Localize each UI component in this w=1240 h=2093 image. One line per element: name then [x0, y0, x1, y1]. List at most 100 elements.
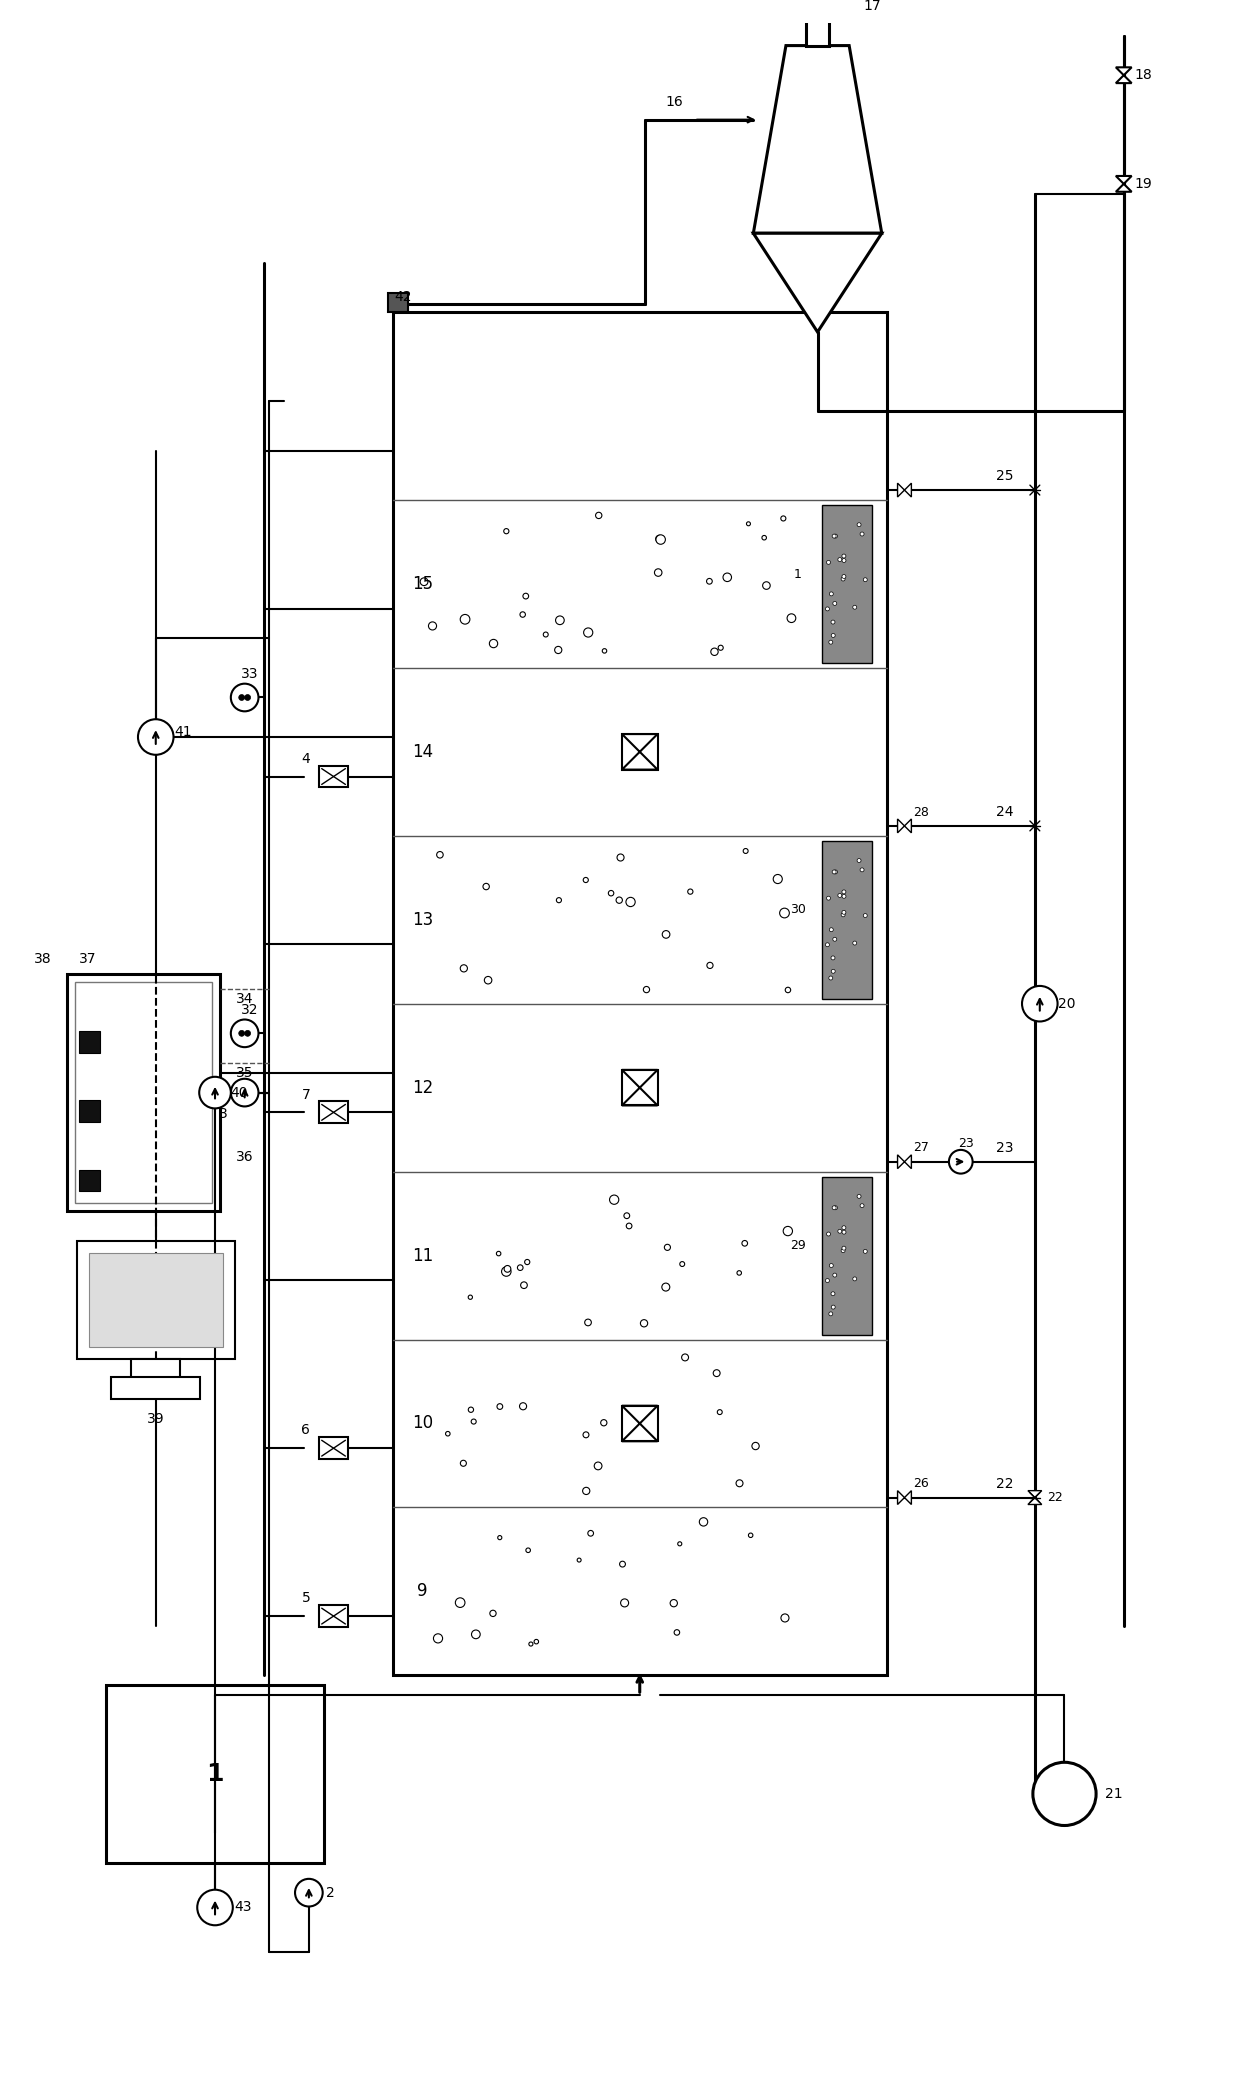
Polygon shape: [1028, 1499, 1042, 1505]
Bar: [822, 841, 872, 998]
Polygon shape: [1116, 67, 1132, 75]
Circle shape: [680, 1262, 684, 1266]
Circle shape: [857, 858, 861, 862]
Circle shape: [828, 640, 833, 645]
Bar: [88, 1252, 223, 1348]
Polygon shape: [904, 483, 911, 496]
Circle shape: [583, 1432, 589, 1438]
Text: 34: 34: [236, 992, 253, 1007]
Circle shape: [737, 1480, 743, 1486]
Text: 7: 7: [301, 1088, 310, 1101]
Bar: [319, 766, 348, 787]
Circle shape: [742, 1241, 748, 1245]
Polygon shape: [1116, 176, 1132, 184]
Circle shape: [841, 913, 846, 917]
Circle shape: [842, 1226, 846, 1231]
Circle shape: [861, 869, 864, 873]
Circle shape: [861, 1203, 864, 1208]
Bar: [78, 1170, 100, 1191]
Circle shape: [707, 578, 712, 584]
Circle shape: [838, 557, 842, 561]
Circle shape: [781, 1614, 789, 1622]
Bar: [388, 293, 408, 312]
Text: 20: 20: [1058, 996, 1075, 1011]
Bar: [806, 0, 830, 46]
Circle shape: [675, 1630, 680, 1635]
Text: 41: 41: [175, 724, 192, 739]
Circle shape: [751, 1442, 759, 1450]
Circle shape: [831, 969, 836, 973]
Circle shape: [585, 1319, 591, 1325]
Circle shape: [841, 1250, 846, 1252]
Circle shape: [662, 931, 670, 938]
Circle shape: [610, 1195, 619, 1203]
Circle shape: [239, 1030, 244, 1036]
Bar: [78, 1032, 100, 1053]
Text: 5: 5: [301, 1591, 310, 1605]
Circle shape: [737, 1270, 742, 1275]
Polygon shape: [898, 483, 904, 496]
Circle shape: [577, 1557, 582, 1561]
Text: 18: 18: [1135, 69, 1152, 82]
Circle shape: [842, 890, 846, 894]
Circle shape: [525, 1260, 529, 1264]
Circle shape: [501, 1266, 511, 1277]
Circle shape: [496, 1252, 501, 1256]
Circle shape: [833, 871, 837, 875]
Circle shape: [520, 611, 526, 617]
Polygon shape: [754, 46, 882, 232]
Circle shape: [471, 1630, 480, 1639]
Text: 13: 13: [412, 910, 433, 929]
Circle shape: [490, 1610, 496, 1616]
Circle shape: [827, 896, 831, 900]
Circle shape: [655, 569, 662, 576]
Text: 25: 25: [997, 469, 1014, 483]
Circle shape: [842, 1245, 846, 1250]
Text: 21: 21: [1105, 1787, 1122, 1800]
Circle shape: [618, 854, 624, 860]
Circle shape: [832, 1206, 836, 1210]
Circle shape: [1033, 1762, 1096, 1825]
Circle shape: [830, 927, 833, 931]
Circle shape: [485, 977, 492, 984]
Circle shape: [584, 628, 593, 636]
Circle shape: [521, 1281, 527, 1289]
Polygon shape: [898, 818, 904, 833]
Bar: [822, 1176, 872, 1335]
Circle shape: [469, 1406, 474, 1413]
Polygon shape: [622, 735, 657, 770]
Circle shape: [503, 530, 508, 534]
Circle shape: [534, 1639, 538, 1643]
Circle shape: [583, 1488, 590, 1494]
Circle shape: [436, 852, 443, 858]
Circle shape: [746, 521, 750, 525]
Text: 36: 36: [236, 1149, 253, 1164]
Text: 2: 2: [326, 1886, 335, 1900]
Circle shape: [460, 965, 467, 971]
Text: 16: 16: [666, 94, 683, 109]
Circle shape: [490, 638, 497, 647]
Circle shape: [138, 720, 174, 756]
Circle shape: [682, 1354, 688, 1360]
Polygon shape: [898, 1155, 904, 1168]
Circle shape: [455, 1597, 465, 1607]
Polygon shape: [622, 1406, 657, 1442]
Circle shape: [863, 1250, 867, 1254]
Circle shape: [554, 647, 562, 653]
Circle shape: [828, 1312, 833, 1316]
Bar: [74, 982, 212, 1203]
Bar: [77, 1241, 234, 1358]
Circle shape: [863, 578, 867, 582]
Circle shape: [543, 632, 548, 636]
Circle shape: [713, 1369, 720, 1377]
Circle shape: [678, 1543, 682, 1547]
Circle shape: [842, 894, 846, 898]
Circle shape: [831, 1306, 836, 1308]
Bar: [319, 1605, 348, 1626]
Polygon shape: [1028, 1490, 1042, 1499]
Text: 23: 23: [957, 1136, 973, 1151]
Circle shape: [831, 620, 835, 624]
Circle shape: [774, 875, 782, 883]
Circle shape: [826, 607, 830, 611]
Circle shape: [469, 1296, 472, 1300]
